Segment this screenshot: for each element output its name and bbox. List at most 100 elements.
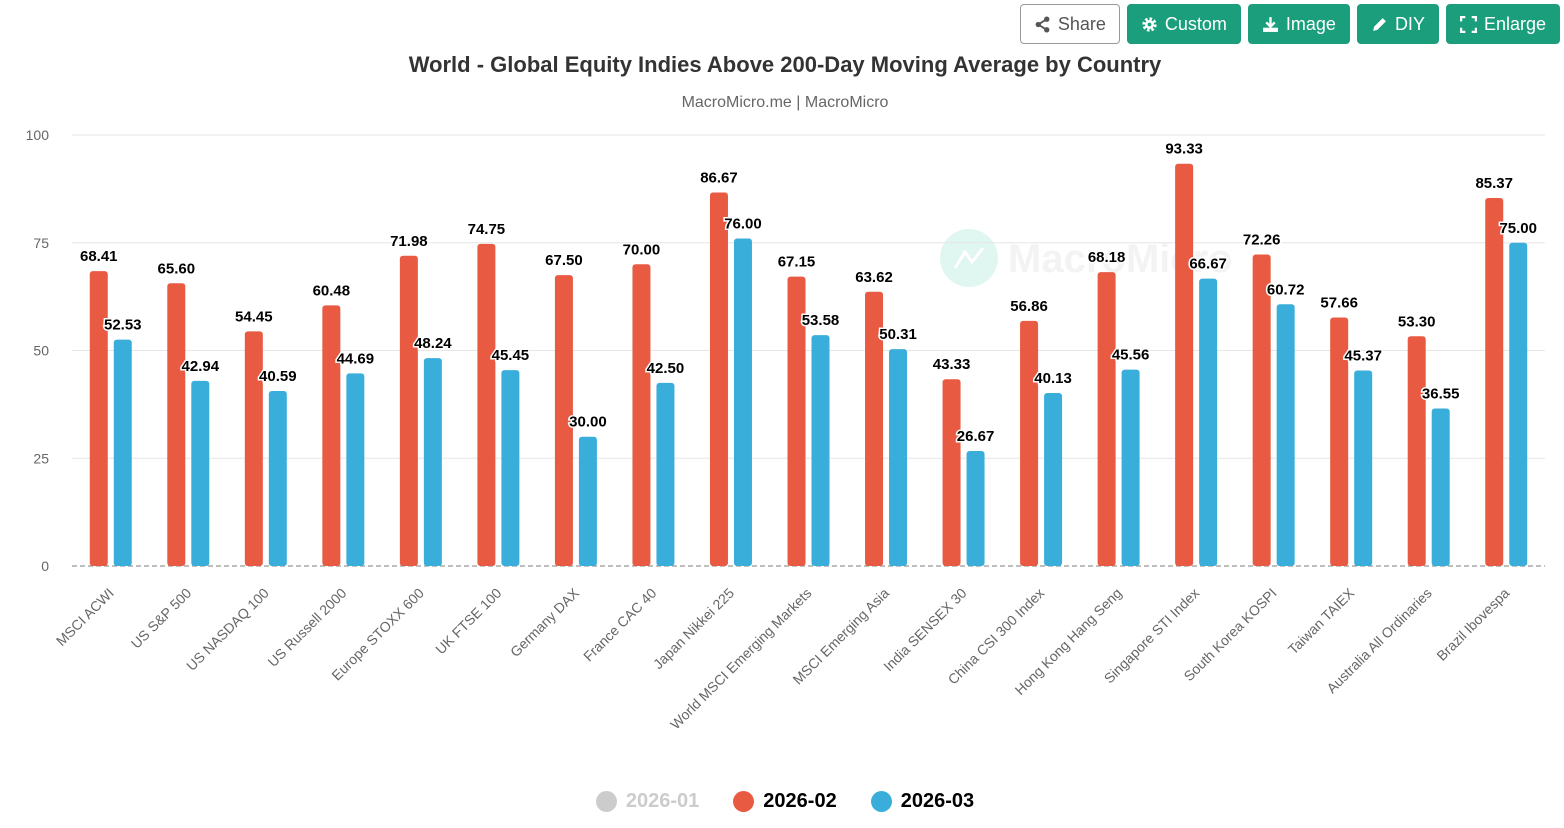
x-tick-label: France CAC 40 [580, 585, 660, 665]
bar-2026-03 [966, 451, 985, 566]
data-label: 50.31 [879, 326, 917, 343]
y-tick-label: 100 [26, 127, 50, 143]
data-label: 86.67 [700, 169, 738, 186]
share-button[interactable]: Share [1019, 4, 1120, 44]
bar-2026-02 [1175, 163, 1194, 567]
bar-2026-03 [423, 358, 442, 566]
data-label: 36.55 [1422, 385, 1460, 402]
legend-marker-icon [595, 791, 617, 812]
data-label: 66.67 [1189, 256, 1227, 273]
bar-2026-02 [244, 331, 263, 566]
data-label: 48.24 [414, 335, 452, 352]
data-label: 60.72 [1267, 281, 1305, 298]
legend-item-2026-01[interactable]: 2026-01 [595, 790, 700, 813]
diy-button[interactable]: DIY [1356, 4, 1439, 44]
y-tick-label: 25 [33, 450, 49, 466]
bar-2026-02 [1485, 198, 1504, 566]
data-label: 54.45 [235, 308, 273, 325]
download-icon [1262, 16, 1278, 32]
data-label: 40.13 [1034, 370, 1072, 387]
bar-2026-02 [865, 291, 884, 566]
gear-icon [1142, 16, 1157, 32]
bar-2026-02 [1020, 320, 1039, 566]
image-label: Image [1285, 13, 1336, 34]
share-label: Share [1057, 13, 1106, 34]
x-tick-label: India SENSEX 30 [880, 585, 970, 675]
legend-label: 2026-03 [900, 790, 975, 812]
bar-2026-03 [1276, 304, 1295, 566]
data-label: 42.50 [647, 360, 685, 377]
bar-2026-03 [113, 339, 132, 566]
x-tick-label: World MSCI Emerging Markets [667, 585, 815, 733]
data-label: 44.69 [337, 350, 375, 367]
data-label: 63.62 [855, 269, 893, 286]
data-label: 68.18 [1088, 249, 1126, 266]
x-tick-label: US S&P 500 [128, 585, 195, 652]
toolbar: Share Custom Image DIY Enlarge [1019, 4, 1560, 44]
bar-2026-02 [632, 264, 651, 566]
bar-2026-03 [811, 335, 830, 566]
bar-2026-02 [399, 255, 418, 566]
data-label: 70.00 [623, 241, 661, 258]
data-label: 75.00 [1499, 220, 1537, 237]
bar-2026-03 [1354, 370, 1373, 566]
bar-2026-03 [501, 370, 520, 566]
data-label: 30.00 [569, 414, 607, 431]
bar-2026-02 [1252, 254, 1271, 567]
enlarge-button[interactable]: Enlarge [1445, 4, 1560, 44]
bar-2026-02 [1097, 272, 1116, 566]
data-label: 68.41 [80, 248, 118, 265]
data-label: 26.67 [957, 428, 995, 445]
bar-2026-03 [889, 349, 908, 566]
bar-2026-03 [1121, 369, 1140, 566]
data-label: 67.15 [778, 254, 816, 271]
data-label: 93.33 [1165, 141, 1203, 158]
expand-icon [1459, 15, 1477, 33]
bar-2026-02 [89, 271, 108, 566]
image-button[interactable]: Image [1247, 4, 1350, 44]
legend-label: 2026-02 [763, 790, 837, 812]
legend-item-2026-03[interactable]: 2026-03 [870, 790, 975, 813]
x-tick-label: US Russell 2000 [264, 585, 349, 670]
custom-button[interactable]: Custom [1126, 4, 1241, 44]
bar-2026-02 [554, 275, 573, 566]
bar-2026-02 [477, 243, 496, 566]
data-label: 42.94 [182, 358, 220, 375]
x-tick-label: UK FTSE 100 [432, 585, 505, 658]
legend-label: 2026-01 [625, 790, 700, 812]
data-label: 72.26 [1243, 232, 1281, 249]
x-tick-label: MSCI ACWI [53, 585, 117, 649]
data-label: 74.75 [468, 221, 506, 238]
data-label: 65.60 [158, 260, 196, 277]
bar-2026-02 [942, 379, 961, 566]
chart-title: World - Global Equity Indies Above 200-D… [408, 52, 1162, 77]
legend-marker-icon [733, 791, 755, 812]
legend-marker-icon [870, 791, 892, 812]
x-tick-label: Germany DAX [507, 584, 583, 660]
bar-2026-02 [709, 192, 728, 566]
data-label: 43.33 [933, 356, 971, 373]
y-tick-label: 75 [33, 235, 49, 251]
diy-label: DIY [1394, 13, 1425, 34]
x-tick-label: Brazil Ibovespa [1433, 585, 1512, 664]
data-label: 76.00 [724, 215, 762, 232]
bar-2026-03 [268, 391, 287, 566]
y-tick-label: 0 [41, 558, 49, 574]
x-tick-label: US NASDAQ 100 [183, 585, 272, 674]
data-label: 40.59 [259, 368, 297, 385]
custom-label: Custom [1164, 13, 1227, 34]
bar-2026-03 [346, 373, 365, 566]
x-tick-label: Japan Nikkei 225 [650, 585, 737, 672]
data-label: 45.45 [492, 347, 530, 364]
bar-2026-03 [1431, 408, 1450, 566]
bar-2026-03 [1199, 278, 1218, 566]
data-label: 57.66 [1320, 294, 1358, 311]
data-label: 45.56 [1112, 347, 1150, 364]
data-label: 60.48 [313, 282, 351, 299]
pencil-icon [1373, 17, 1386, 31]
bar-2026-03 [1509, 242, 1528, 566]
legend-item-2026-02[interactable]: 2026-02 [733, 790, 837, 813]
bar-2026-03 [191, 380, 210, 566]
chart-subtitle: MacroMicro.me | MacroMicro [681, 94, 889, 111]
